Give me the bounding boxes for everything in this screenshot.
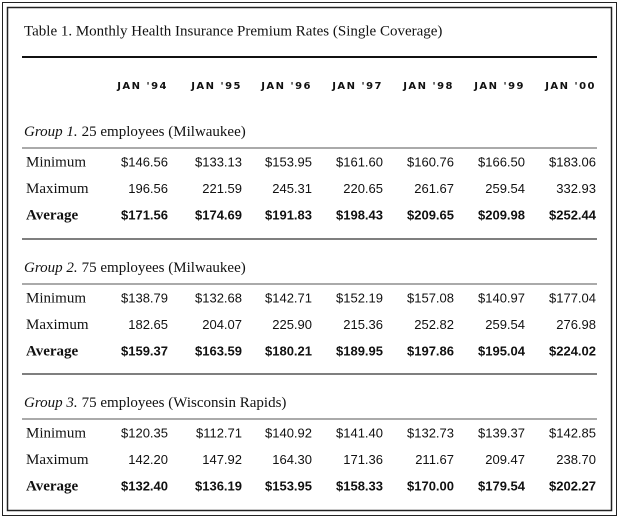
cell-value: 245.31 [272,181,312,196]
cell-value: $158.33 [336,478,383,493]
cell-value: $180.21 [265,343,312,358]
cell-value: $146.56 [121,154,168,169]
cell-value: $170.00 [407,478,454,493]
cell-value: $140.92 [265,425,312,440]
column-header: JAN '97 [331,81,383,92]
cell-value: 171.36 [343,452,383,467]
cell-value: $153.95 [265,154,312,169]
group-description: 25 employees (Milwaukee) [82,124,246,140]
cell-value: 238.70 [556,452,596,467]
cell-value: $209.65 [407,207,454,222]
cell-value: $139.37 [478,425,525,440]
cell-value: $224.02 [549,343,596,358]
cell-value: 204.07 [202,317,242,332]
column-header: JAN '99 [473,81,525,92]
cell-value: $142.85 [549,425,596,440]
cell-value: 252.82 [414,317,454,332]
cell-value: $160.76 [407,154,454,169]
column-header: JAN '98 [402,81,454,92]
row-label: Maximum [26,317,89,333]
cell-value: $112.71 [196,425,242,440]
cell-value: $161.60 [336,154,383,169]
table-title: Table 1. Monthly Health Insurance Premiu… [24,23,442,39]
cell-value: 221.59 [202,181,242,196]
group-label: Group 1. [24,124,78,140]
cell-value: 215.36 [343,317,383,332]
cell-value: $159.37 [121,343,168,358]
cell-value: $183.06 [549,154,596,169]
cell-value: $140.97 [478,290,525,305]
cell-value: 220.65 [343,181,383,196]
row-label: Minimum [26,425,86,441]
cell-value: $152.19 [336,290,383,305]
cell-value: $171.56 [121,207,168,222]
cell-value: $138.79 [121,290,168,305]
cell-value: $209.98 [478,207,525,222]
cell-value: $198.43 [336,207,383,222]
cell-value: $132.68 [195,290,242,305]
group-title: Group 3. 75 employees (Wisconsin Rapids) [24,395,286,411]
cell-value: $132.40 [121,478,168,493]
cell-value: 211.67 [415,452,454,467]
cell-value: $179.54 [478,478,526,493]
cell-value: $120.35 [121,425,168,440]
group-label: Group 2. [24,260,78,276]
cell-value: 225.90 [272,317,312,332]
row-label: Average [26,478,79,494]
group-label: Group 3. [24,395,78,411]
group-description: 75 employees (Milwaukee) [82,260,246,276]
row-label: Average [26,207,79,223]
cell-value: $189.95 [336,343,383,358]
row-label: Minimum [26,290,86,306]
cell-value: 332.93 [556,181,596,196]
row-label: Maximum [26,181,89,197]
row-label: Average [26,343,79,359]
cell-value: 142.20 [128,452,168,467]
row-label: Minimum [26,154,86,170]
group-description: 75 employees (Wisconsin Rapids) [82,395,287,411]
cell-value: $252.44 [549,207,597,222]
cell-value: 164.30 [272,452,312,467]
cell-value: 261.67 [414,181,454,196]
cell-value: $141.40 [336,425,383,440]
cell-value: $195.04 [478,343,526,358]
column-header: JAN '94 [116,81,168,92]
column-header: JAN '95 [190,81,242,92]
cell-value: 209.47 [485,452,525,467]
cell-value: $163.59 [195,343,242,358]
cell-value: 196.56 [128,181,168,196]
cell-value: $157.08 [407,290,454,305]
cell-value: $197.86 [407,343,454,358]
group-title: Group 1. 25 employees (Milwaukee) [24,124,246,140]
cell-value: $174.69 [195,207,242,222]
cell-value: 259.54 [485,181,525,196]
cell-value: $133.13 [195,154,242,169]
cell-value: 276.98 [556,317,596,332]
cell-value: $177.04 [549,290,596,305]
cell-value: $191.83 [265,207,312,222]
cell-value: $142.71 [265,290,312,305]
column-header: JAN '96 [260,81,312,92]
cell-value: $132.73 [407,425,454,440]
inner-frame [6,6,613,512]
cell-value: $166.50 [478,154,525,169]
column-header: JAN '00 [544,81,596,92]
row-label: Maximum [26,452,89,468]
cell-value: $202.27 [549,478,596,493]
cell-value: $153.95 [265,478,312,493]
cell-value: 259.54 [485,317,525,332]
group-title: Group 2. 75 employees (Milwaukee) [24,260,246,276]
cell-value: $136.19 [195,478,242,493]
cell-value: 147.92 [202,452,242,467]
cell-value: 182.65 [128,317,168,332]
